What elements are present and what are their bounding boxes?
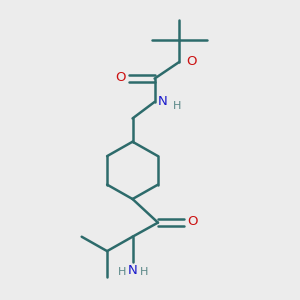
Text: O: O — [116, 71, 126, 84]
Text: O: O — [186, 55, 196, 68]
Text: N: N — [128, 264, 137, 277]
Text: H: H — [118, 267, 127, 278]
Text: N: N — [158, 95, 167, 108]
Text: H: H — [140, 267, 148, 278]
Text: H: H — [173, 101, 182, 111]
Text: O: O — [188, 215, 198, 228]
